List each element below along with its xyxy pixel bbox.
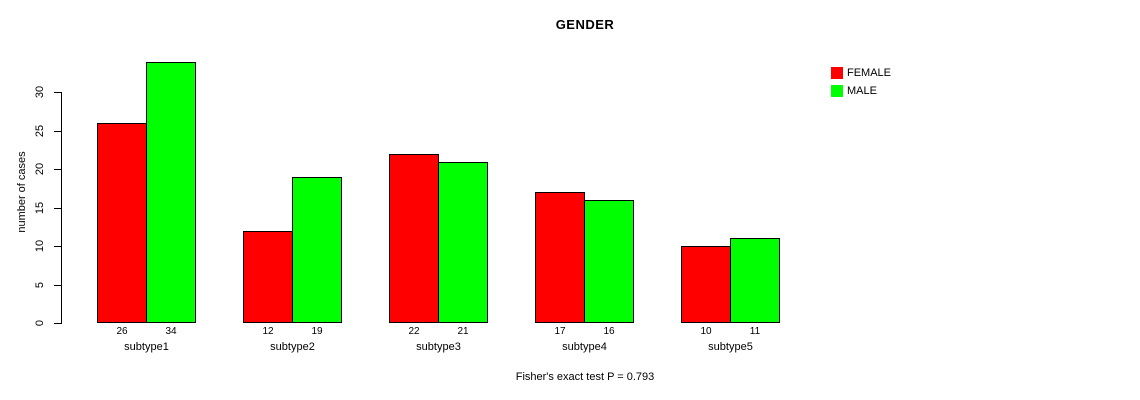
y-axis-tick — [54, 285, 61, 286]
legend-label: FEMALE — [847, 66, 892, 79]
bar-value-label: 19 — [311, 326, 323, 337]
y-axis-tick — [54, 131, 61, 132]
bar-female-subtype5 — [681, 246, 731, 323]
legend-label: MALE — [847, 84, 877, 97]
bar-female-subtype4 — [535, 192, 585, 323]
bar-value-label: 16 — [603, 326, 615, 337]
x-category-label: subtype5 — [708, 341, 753, 353]
y-axis-tick-label: 15 — [34, 201, 46, 215]
y-axis-tick — [54, 246, 61, 247]
bar-female-subtype2 — [243, 231, 293, 323]
bar-value-label: 11 — [749, 326, 761, 337]
bar-value-label: 34 — [165, 326, 177, 337]
legend-item-male: MALE — [831, 83, 891, 98]
y-axis-tick-label: 30 — [34, 85, 46, 99]
x-category-label: subtype1 — [124, 341, 169, 353]
chart-title: GENDER — [555, 17, 615, 32]
y-axis-tick-label: 0 — [34, 319, 46, 327]
y-axis-tick-label: 20 — [34, 162, 46, 176]
annotation-caption: Fisher's exact test P = 0.793 — [515, 371, 655, 383]
bar-female-subtype3 — [389, 154, 439, 323]
bar-value-label: 12 — [262, 326, 274, 337]
y-axis-tick-label: 10 — [34, 239, 46, 253]
y-axis-tick-label: 5 — [34, 281, 46, 289]
bar-female-subtype1 — [97, 123, 147, 323]
bar-value-label: 17 — [554, 326, 566, 337]
bar-value-label: 21 — [457, 326, 469, 337]
x-category-label: subtype4 — [562, 341, 607, 353]
y-axis-title: number of cases — [16, 151, 28, 233]
bar-male-subtype5 — [730, 238, 780, 323]
legend-swatch-female — [831, 66, 843, 79]
bar-value-label: 10 — [700, 326, 712, 337]
y-axis-line — [61, 92, 62, 324]
y-axis-tick — [54, 323, 61, 324]
x-category-label: subtype3 — [416, 341, 461, 353]
y-axis-tick — [54, 92, 61, 93]
x-category-label: subtype2 — [270, 341, 315, 353]
y-axis-tick — [54, 208, 61, 209]
bar-male-subtype2 — [292, 177, 342, 323]
legend-item-female: FEMALE — [831, 65, 891, 80]
bar-male-subtype1 — [146, 62, 196, 323]
legend-swatch-male — [831, 84, 843, 97]
y-axis-tick — [54, 169, 61, 170]
bar-male-subtype3 — [438, 162, 488, 323]
bar-value-label: 22 — [408, 326, 420, 337]
legend: FEMALE MALE — [831, 65, 891, 101]
bar-value-label: 26 — [116, 326, 128, 337]
bar-male-subtype4 — [584, 200, 634, 323]
y-axis-tick-label: 25 — [34, 124, 46, 138]
